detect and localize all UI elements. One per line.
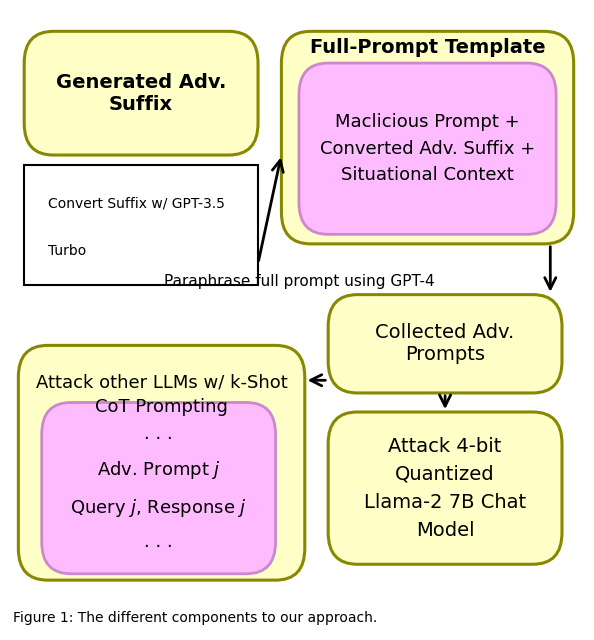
Text: Generated Adv.
Suffix: Generated Adv. Suffix — [56, 73, 226, 114]
FancyBboxPatch shape — [282, 31, 574, 244]
FancyBboxPatch shape — [24, 31, 258, 155]
Text: Paraphrase full prompt using GPT-4: Paraphrase full prompt using GPT-4 — [163, 275, 434, 289]
Text: Attack 4-bit
Quantized
Llama-2 7B Chat
Model: Attack 4-bit Quantized Llama-2 7B Chat M… — [364, 436, 526, 540]
Text: Attack other LLMs w/ k-Shot
CoT Prompting: Attack other LLMs w/ k-Shot CoT Promptin… — [36, 374, 287, 415]
Text: Maclicious Prompt +
Converted Adv. Suffix +
Situational Context: Maclicious Prompt + Converted Adv. Suffi… — [320, 113, 535, 184]
Text: Collected Adv.
Prompts: Collected Adv. Prompts — [375, 323, 515, 364]
Text: Full-Prompt Template: Full-Prompt Template — [309, 38, 545, 57]
Bar — [24, 164, 258, 285]
FancyBboxPatch shape — [328, 412, 562, 564]
FancyBboxPatch shape — [18, 346, 305, 580]
FancyBboxPatch shape — [328, 294, 562, 393]
Text: Convert Suffix w/ GPT-3.5: Convert Suffix w/ GPT-3.5 — [48, 196, 225, 210]
FancyBboxPatch shape — [299, 63, 556, 234]
Text: Turbo: Turbo — [48, 244, 86, 259]
Text: . . .
Adv. Prompt $j$
Query $j$, Response $j$
. . .: . . . Adv. Prompt $j$ Query $j$, Respons… — [70, 425, 247, 551]
Text: Figure 1: The different components to our approach.: Figure 1: The different components to ou… — [12, 611, 377, 625]
FancyBboxPatch shape — [42, 403, 276, 574]
